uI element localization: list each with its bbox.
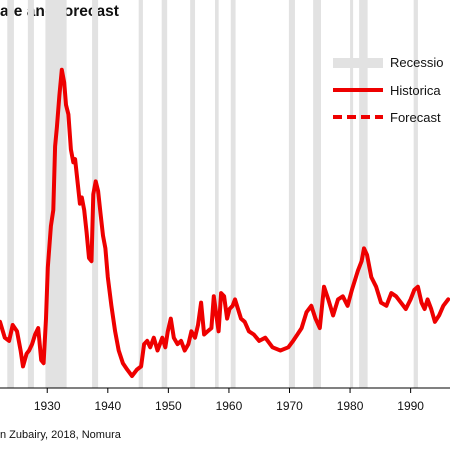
recession-band-5 — [161, 0, 168, 388]
recession-band-12 — [359, 0, 368, 388]
recession-band-13 — [413, 0, 418, 388]
recession-band-11 — [350, 0, 354, 388]
legend-swatch-recession — [333, 58, 383, 68]
recession-band-7 — [215, 0, 219, 388]
x-tick-label-1930: 1930 — [34, 399, 61, 413]
series-line-0 — [0, 67, 450, 378]
x-tick-label-1950: 1950 — [155, 399, 182, 413]
legend-label-recession: Recessio — [390, 55, 443, 70]
recession-band-9 — [288, 0, 295, 388]
legend: Recessio Historica Forecast — [333, 55, 443, 125]
legend-label-historical: Historica — [390, 83, 441, 98]
x-tick-label-1960: 1960 — [216, 399, 243, 413]
recession-band-8 — [230, 0, 236, 388]
recession-band-6 — [190, 0, 196, 388]
recession-band-2 — [45, 0, 67, 388]
recession-band-10 — [313, 0, 321, 388]
x-tick-label-1980: 1980 — [337, 399, 364, 413]
x-tick-label-1970: 1970 — [276, 399, 303, 413]
recession-band-1 — [27, 0, 34, 388]
recession-band-4 — [138, 0, 143, 388]
source-note: n Zubairy, 2018, Nomura — [0, 429, 121, 441]
x-tick-label-1940: 1940 — [94, 399, 121, 413]
series-layer — [0, 67, 450, 378]
x-tick-label-1990: 1990 — [397, 399, 424, 413]
recession-band-0 — [7, 0, 14, 388]
legend-label-forecast: Forecast — [390, 110, 441, 125]
x-ticks: 1930 1940 1950 1960 1970 1980 1990 — [34, 388, 424, 413]
